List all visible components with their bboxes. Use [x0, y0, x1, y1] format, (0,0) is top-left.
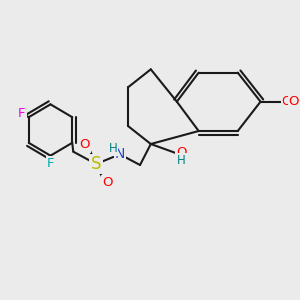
- Text: O: O: [282, 95, 292, 108]
- Text: O: O: [103, 176, 113, 190]
- Text: O: O: [176, 146, 187, 160]
- Text: O: O: [289, 95, 299, 108]
- Text: H: H: [177, 154, 186, 166]
- Text: O: O: [79, 139, 90, 152]
- Text: S: S: [91, 155, 101, 173]
- Text: H: H: [109, 142, 117, 155]
- Text: F: F: [47, 157, 54, 170]
- Text: F: F: [18, 107, 26, 120]
- Text: N: N: [115, 147, 125, 161]
